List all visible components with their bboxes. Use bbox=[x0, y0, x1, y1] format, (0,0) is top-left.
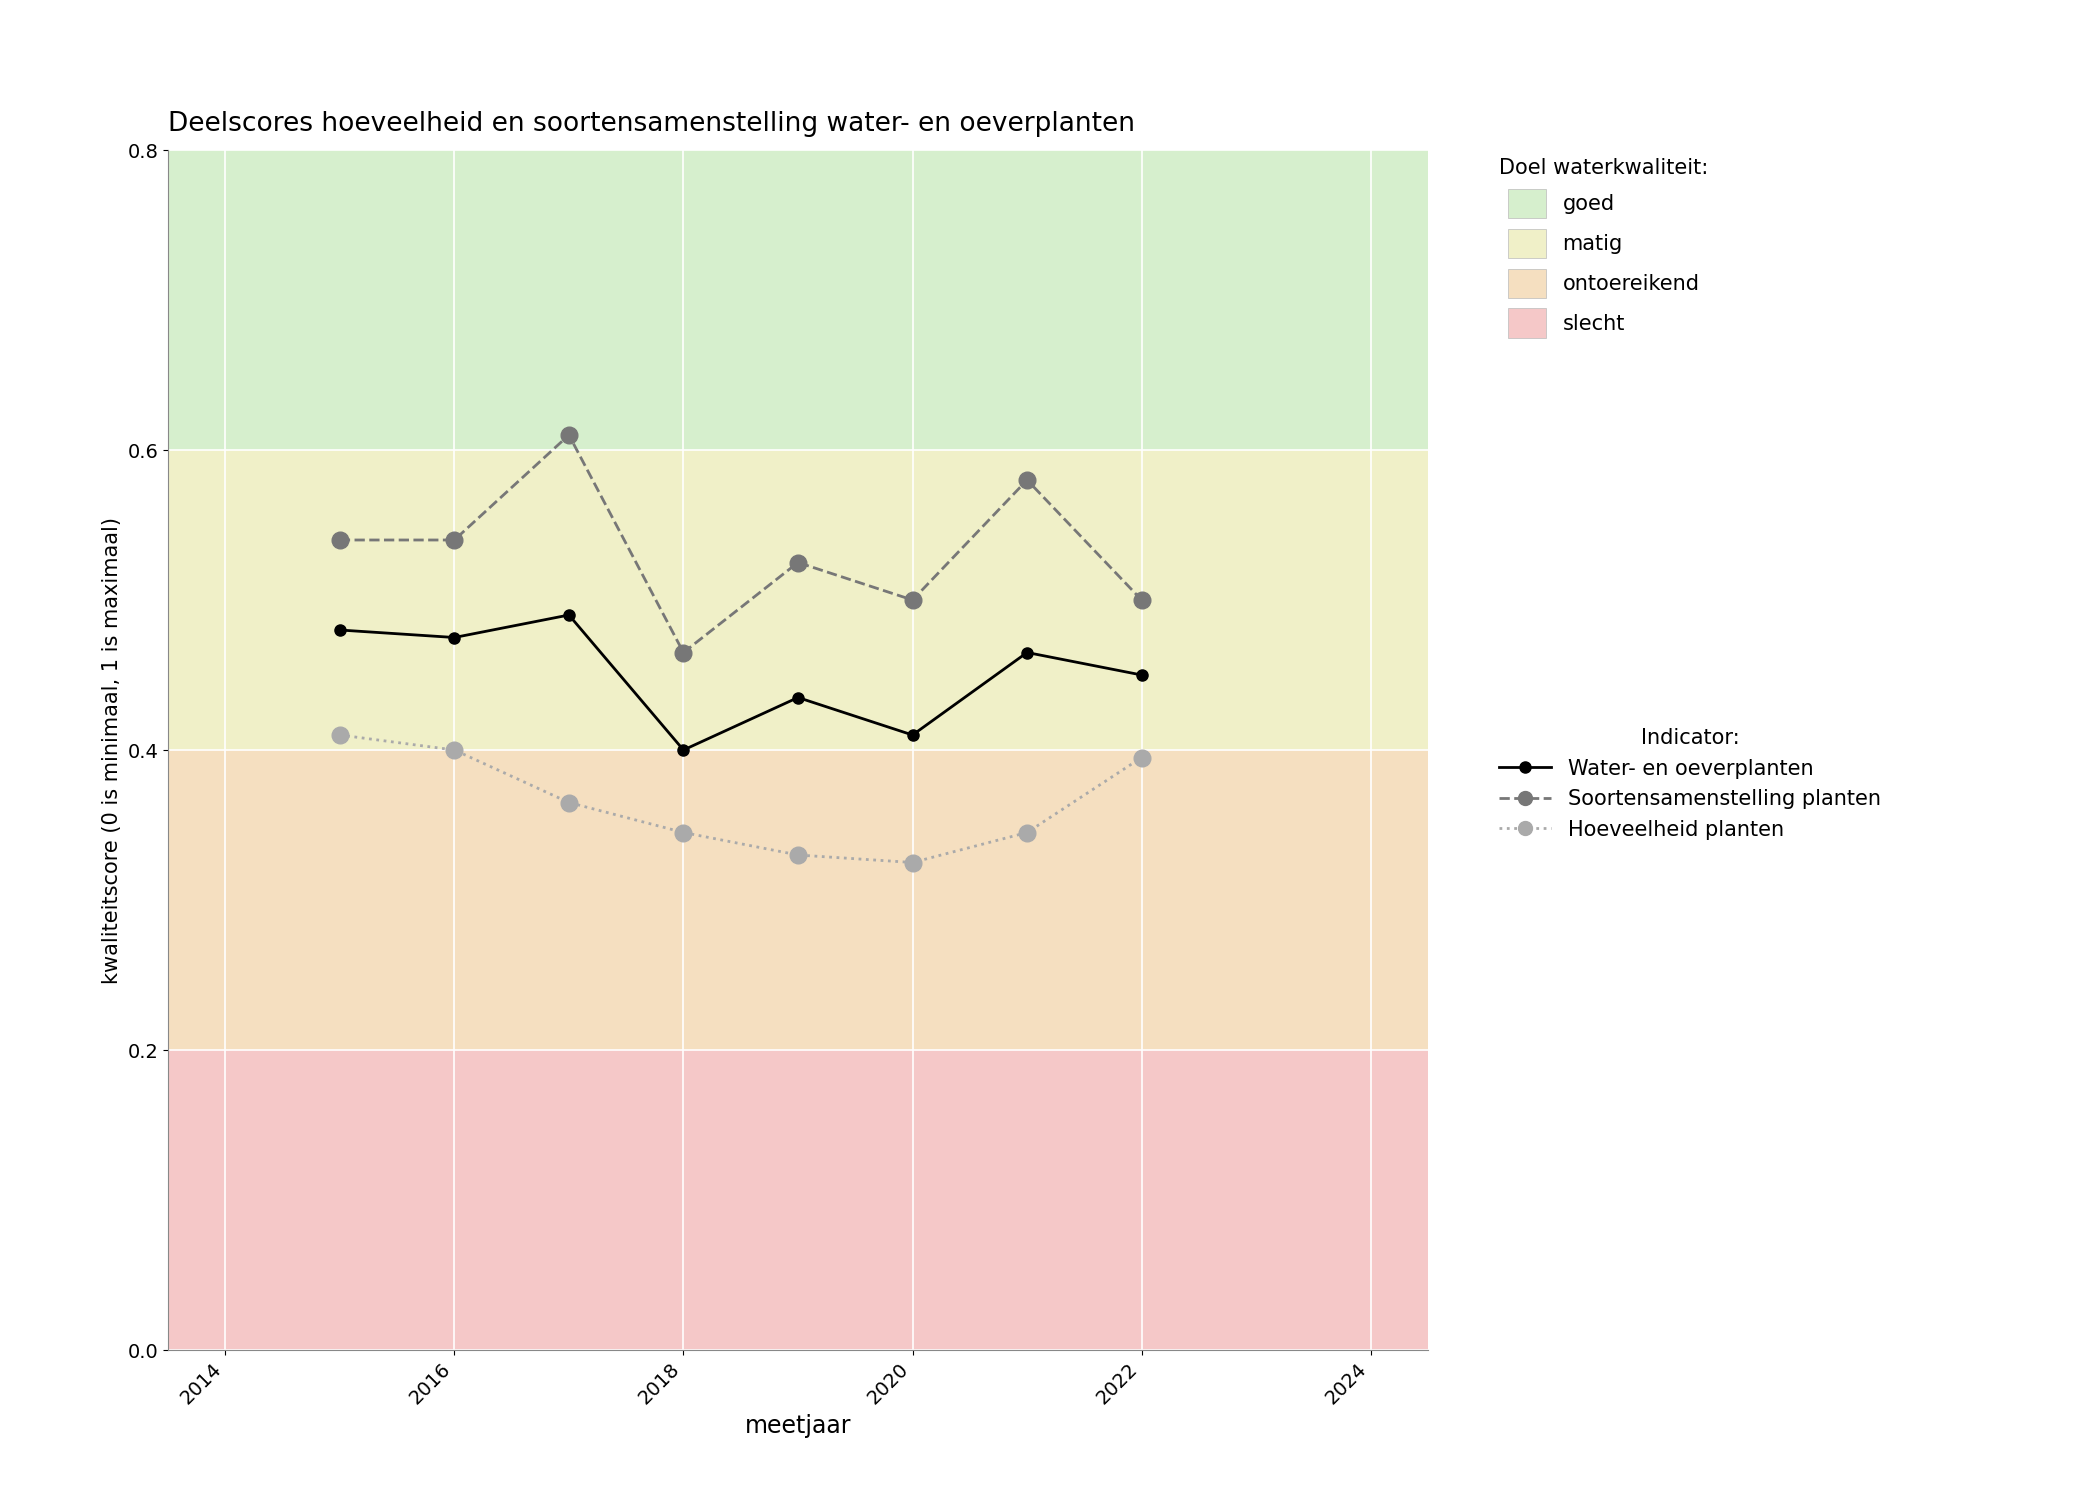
Bar bbox=[168, 1050, 1428, 1350]
Text: Deelscores hoeveelheid en soortensamenstelling water- en oeverplanten: Deelscores hoeveelheid en soortensamenst… bbox=[168, 111, 1134, 136]
Bar bbox=[168, 450, 1428, 750]
Bar bbox=[168, 150, 1428, 450]
Legend: goed, matig, ontoereikend, slecht: goed, matig, ontoereikend, slecht bbox=[1491, 150, 1718, 346]
X-axis label: meetjaar: meetjaar bbox=[746, 1413, 851, 1437]
Bar bbox=[168, 750, 1428, 1050]
Y-axis label: kwaliteitscore (0 is minimaal, 1 is maximaal): kwaliteitscore (0 is minimaal, 1 is maxi… bbox=[101, 516, 122, 984]
Legend: Water- en oeverplanten, Soortensamenstelling planten, Hoeveelheid planten: Water- en oeverplanten, Soortensamenstel… bbox=[1491, 720, 1890, 848]
